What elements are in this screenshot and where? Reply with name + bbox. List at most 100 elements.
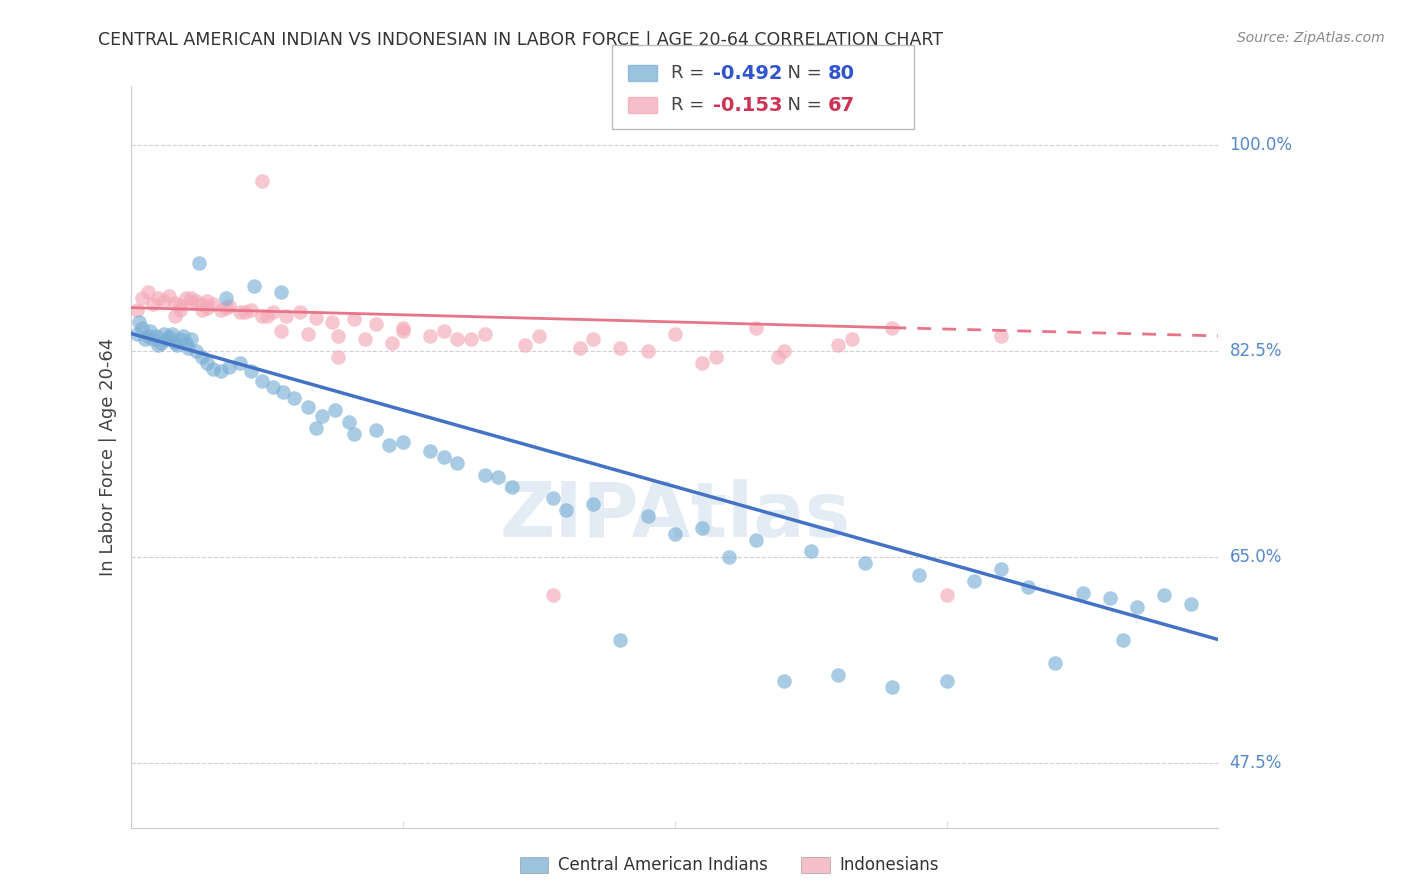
Point xyxy=(527,329,550,343)
Point xyxy=(664,326,686,341)
Point xyxy=(326,329,349,343)
Point xyxy=(841,333,863,347)
Point xyxy=(242,279,264,293)
Point xyxy=(609,341,631,355)
Point xyxy=(321,315,343,329)
Point xyxy=(568,341,591,355)
Text: Indonesians: Indonesians xyxy=(839,856,939,874)
Point xyxy=(882,680,904,694)
Point xyxy=(827,668,849,682)
Point xyxy=(288,305,311,319)
Point xyxy=(169,333,191,347)
Point xyxy=(273,385,295,400)
Text: Source: ZipAtlas.com: Source: ZipAtlas.com xyxy=(1237,31,1385,45)
Point xyxy=(766,350,789,364)
Point xyxy=(262,379,284,393)
Point xyxy=(174,291,197,305)
Point xyxy=(745,320,768,334)
Text: 80: 80 xyxy=(828,63,855,83)
Point xyxy=(142,333,165,347)
Point xyxy=(195,301,218,315)
Point xyxy=(157,289,180,303)
Point xyxy=(690,521,713,535)
Point xyxy=(419,329,441,343)
Point xyxy=(235,305,257,319)
Text: 67: 67 xyxy=(828,95,855,115)
Point xyxy=(229,356,252,370)
Point xyxy=(209,364,232,378)
Point xyxy=(827,338,849,352)
Point xyxy=(145,329,167,343)
Point xyxy=(1098,591,1121,606)
Point xyxy=(270,324,292,338)
Point xyxy=(935,588,957,602)
Point xyxy=(392,324,415,338)
Point xyxy=(446,456,468,470)
Text: R =: R = xyxy=(671,64,710,82)
Point xyxy=(136,285,159,300)
Point xyxy=(191,297,214,311)
Point xyxy=(1180,597,1202,611)
Point xyxy=(131,291,153,305)
Point xyxy=(201,362,224,376)
Text: R =: R = xyxy=(671,96,710,114)
Point xyxy=(882,320,904,334)
Point xyxy=(186,293,208,308)
Point xyxy=(256,309,278,323)
Text: ZIPAtlas: ZIPAtlas xyxy=(499,480,851,553)
Text: 65.0%: 65.0% xyxy=(1230,549,1282,566)
Text: -0.153: -0.153 xyxy=(713,95,782,115)
Y-axis label: In Labor Force | Age 20-64: In Labor Force | Age 20-64 xyxy=(100,338,117,576)
Point xyxy=(136,329,159,343)
Point xyxy=(486,470,509,484)
Point xyxy=(718,550,741,565)
Point xyxy=(169,303,191,318)
Point xyxy=(139,324,162,338)
Point xyxy=(474,467,496,482)
Point xyxy=(1112,632,1135,647)
Point xyxy=(690,356,713,370)
Point xyxy=(515,338,537,352)
Point xyxy=(153,326,176,341)
Point xyxy=(1071,585,1094,599)
Point xyxy=(311,409,333,423)
Point xyxy=(433,450,456,464)
Point xyxy=(381,335,404,350)
Point xyxy=(354,333,377,347)
Point xyxy=(148,338,170,352)
Point xyxy=(169,298,191,312)
Point xyxy=(125,326,148,341)
Point xyxy=(155,333,177,347)
Point xyxy=(180,333,202,347)
Point xyxy=(800,544,823,558)
Point xyxy=(262,305,284,319)
Point xyxy=(541,491,564,506)
Point xyxy=(177,341,200,355)
Point xyxy=(853,556,876,570)
Point xyxy=(963,574,986,588)
Point xyxy=(990,329,1012,343)
Point xyxy=(174,335,197,350)
Point xyxy=(153,293,176,308)
Point xyxy=(250,309,273,323)
Point xyxy=(392,320,415,334)
Point xyxy=(745,533,768,547)
Point xyxy=(305,311,328,326)
Point xyxy=(148,291,170,305)
Point xyxy=(134,333,156,347)
Point xyxy=(186,344,208,359)
Point xyxy=(297,326,319,341)
Point xyxy=(229,305,252,319)
Point xyxy=(128,315,150,329)
Point xyxy=(582,333,605,347)
Point xyxy=(419,444,441,458)
Text: N =: N = xyxy=(776,96,828,114)
Point xyxy=(364,317,387,331)
Point xyxy=(150,335,173,350)
Point xyxy=(218,300,240,314)
Point xyxy=(337,415,360,429)
Point xyxy=(297,400,319,414)
Point xyxy=(474,326,496,341)
Point xyxy=(582,497,605,511)
Point xyxy=(460,333,482,347)
